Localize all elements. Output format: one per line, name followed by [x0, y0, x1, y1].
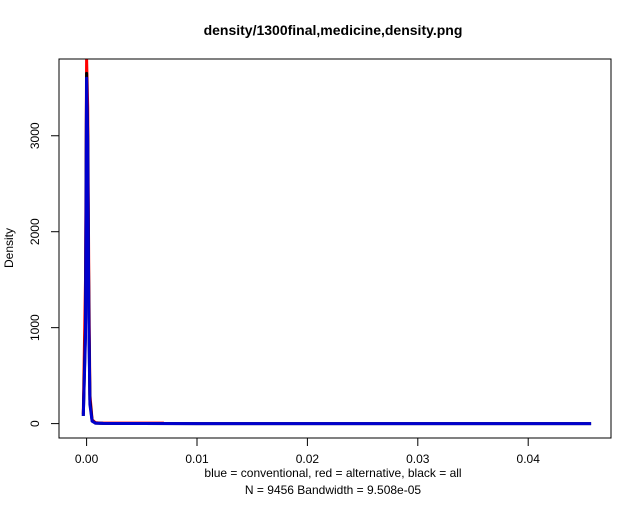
x-tick-label: 0.02 — [296, 452, 320, 466]
series-line-black — [81, 71, 592, 426]
x-tick-label: 0.00 — [75, 452, 99, 466]
chart-title: density/1300final,medicine,density.png — [204, 22, 463, 38]
y-axis: 0 1000 2000 3000 — [28, 122, 60, 427]
x-axis-sublabel: N = 9456 Bandwidth = 9.508e-05 — [245, 483, 421, 497]
y-tick-label: 1000 — [28, 314, 42, 341]
x-axis: 0.00 0.01 0.02 0.03 0.04 — [75, 437, 541, 466]
x-axis-label: blue = conventional, red = alternative, … — [204, 466, 461, 480]
y-tick-label: 3000 — [28, 122, 42, 149]
series-line-blue — [81, 76, 592, 426]
y-tick-label: 2000 — [28, 218, 42, 245]
x-tick-label: 0.03 — [406, 452, 430, 466]
series-layer — [81, 59, 592, 426]
x-tick-label: 0.04 — [517, 452, 541, 466]
series-line-red — [81, 59, 164, 425]
y-tick-label: 0 — [28, 420, 42, 427]
plot-frame — [58, 58, 612, 439]
x-tick-label: 0.01 — [185, 452, 209, 466]
y-axis-label: Density — [2, 228, 16, 268]
